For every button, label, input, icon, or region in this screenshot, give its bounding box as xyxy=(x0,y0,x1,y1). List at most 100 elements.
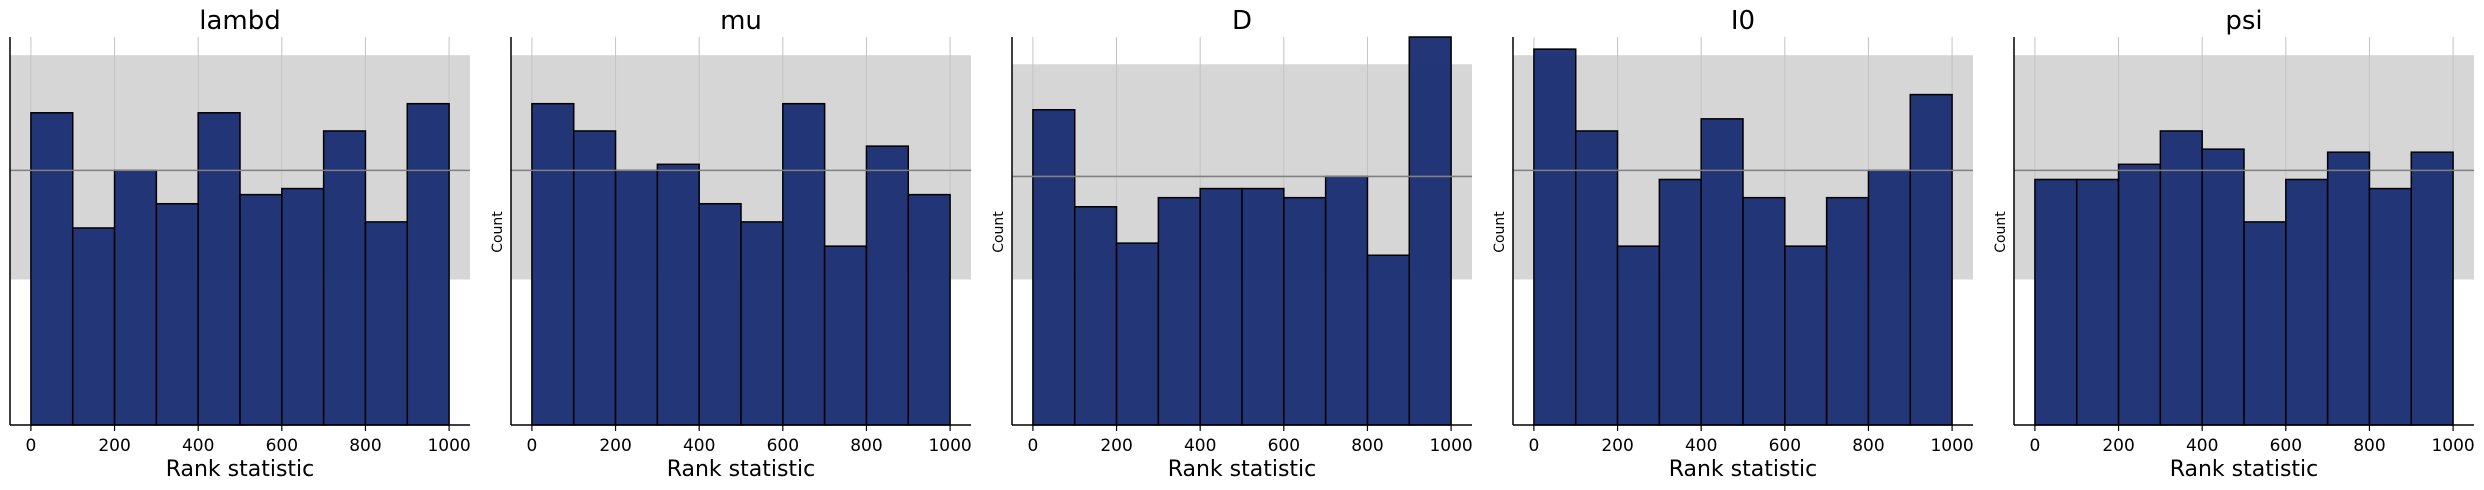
histogram-bar xyxy=(1199,187,1243,426)
histogram-panel-3: 0 200 400 600 800 1000 I0 Rank statistic Count xyxy=(1492,6,1974,482)
x-axis-label: Rank statistic xyxy=(2170,457,2319,482)
histogram-bar xyxy=(1909,93,1953,426)
x-tick-label: 600 xyxy=(266,436,298,456)
histogram-panel-0: 0 200 400 600 800 1000 lambd Rank statistic xyxy=(9,6,471,482)
histogram-bar xyxy=(1115,242,1160,426)
y-axis-label: Count xyxy=(991,211,1007,253)
x-tick-label: 0 xyxy=(25,436,36,456)
x-tick-label: 200 xyxy=(1100,436,1132,456)
x-tick-label: 800 xyxy=(2353,436,2385,456)
histogram-bar xyxy=(322,130,367,426)
histogram-bar xyxy=(1574,130,1619,426)
histogram-bar xyxy=(2034,178,2078,426)
histogram-panel-4: 0 200 400 600 800 1000 psi Rank statistic Count xyxy=(1993,6,2475,482)
histogram-bar xyxy=(614,169,659,426)
histogram-bar xyxy=(71,227,116,426)
x-tick-label: 600 xyxy=(1769,436,1801,456)
histogram-bar xyxy=(2285,178,2329,426)
panel-title: lambd xyxy=(199,6,281,36)
x-tick-label: 1000 xyxy=(928,436,971,456)
histogram-bar xyxy=(113,169,158,426)
histogram-bar xyxy=(1867,169,1912,426)
histogram-bar xyxy=(2075,178,2120,426)
histogram-bar xyxy=(656,163,700,426)
x-tick-label: 200 xyxy=(599,436,631,456)
histogram-bar xyxy=(1616,245,1661,426)
histogram-bar xyxy=(30,112,74,426)
histogram-bar xyxy=(782,102,826,426)
histogram-bar xyxy=(2159,130,2203,426)
histogram-bar xyxy=(1283,196,1327,426)
histogram-bar xyxy=(2410,151,2454,426)
x-tick-label: 200 xyxy=(1601,436,1633,456)
histogram-bar xyxy=(740,221,784,426)
x-tick-label: 400 xyxy=(1685,436,1717,456)
histogram-bar xyxy=(823,245,868,426)
histogram-bar xyxy=(1784,245,1828,426)
panel-title: I0 xyxy=(1731,6,1755,36)
y-axis-label: Count xyxy=(1492,211,1508,253)
x-tick-label: 0 xyxy=(2029,436,2040,456)
x-tick-label: 0 xyxy=(1528,436,1539,456)
histogram-bar xyxy=(2368,187,2413,426)
histogram-bar xyxy=(1324,175,1369,426)
x-tick-label: 0 xyxy=(1027,436,1038,456)
histogram-bar xyxy=(1658,178,1702,426)
histogram-bar xyxy=(1742,196,1786,426)
histogram-bar xyxy=(2201,148,2245,426)
y-axis-label: Count xyxy=(490,211,506,253)
x-tick-label: 400 xyxy=(182,436,214,456)
panel-title: D xyxy=(1232,6,1252,36)
histogram-bar xyxy=(1825,196,1870,426)
x-tick-label: 400 xyxy=(683,436,715,456)
histogram-bar xyxy=(1157,196,1201,426)
x-tick-label: 1000 xyxy=(1429,436,1472,456)
panel-title: mu xyxy=(720,6,762,36)
x-tick-label: 400 xyxy=(2186,436,2218,456)
x-tick-label: 800 xyxy=(1351,436,1383,456)
x-tick-label: 0 xyxy=(526,436,537,456)
histogram-bar xyxy=(2117,163,2162,426)
histogram-bar xyxy=(197,112,241,426)
x-tick-label: 600 xyxy=(2270,436,2302,456)
histogram-bar xyxy=(1241,187,1285,426)
histogram-bar xyxy=(406,102,450,426)
x-axis-label: Rank statistic xyxy=(166,457,315,482)
histogram-panel-1: 0 200 400 600 800 1000 mu Rank statistic Count xyxy=(490,6,972,482)
x-axis-label: Rank statistic xyxy=(1669,457,1818,482)
histogram-bar xyxy=(698,202,742,426)
x-axis-label: Rank statistic xyxy=(1168,457,1317,482)
histogram-bar xyxy=(1700,118,1744,426)
histogram-bar xyxy=(364,221,409,426)
x-tick-label: 600 xyxy=(767,436,799,456)
histogram-bar xyxy=(239,193,283,426)
x-tick-label: 400 xyxy=(1184,436,1216,456)
histogram-bar xyxy=(1032,109,1076,426)
x-axis-label: Rank statistic xyxy=(667,457,816,482)
x-tick-label: 1000 xyxy=(427,436,470,456)
x-tick-label: 800 xyxy=(1852,436,1884,456)
x-tick-label: 200 xyxy=(98,436,130,456)
histogram-bar xyxy=(907,193,951,426)
panel-title: psi xyxy=(2225,6,2262,36)
histogram-bar xyxy=(155,202,199,426)
histogram-bar xyxy=(1533,48,1577,426)
histogram-bar xyxy=(865,145,910,426)
x-tick-label: 1000 xyxy=(1930,436,1973,456)
histogram-bar xyxy=(1366,254,1411,426)
x-tick-label: 600 xyxy=(1268,436,1300,456)
histogram-bar xyxy=(1073,206,1118,426)
histogram-panel-2: 0 200 400 600 800 1000 D Rank statistic Count xyxy=(991,6,1473,482)
x-tick-label: 200 xyxy=(2102,436,2134,456)
histogram-bar xyxy=(1408,36,1452,426)
histogram-bar xyxy=(531,102,575,426)
x-tick-label: 1000 xyxy=(2431,436,2474,456)
histogram-bar xyxy=(2326,151,2371,426)
y-axis-label: Count xyxy=(1993,211,2009,253)
x-tick-label: 800 xyxy=(850,436,882,456)
x-tick-label: 800 xyxy=(349,436,381,456)
histogram-bar xyxy=(281,187,325,426)
histogram-bar xyxy=(2243,221,2287,426)
histogram-bar xyxy=(572,130,617,426)
